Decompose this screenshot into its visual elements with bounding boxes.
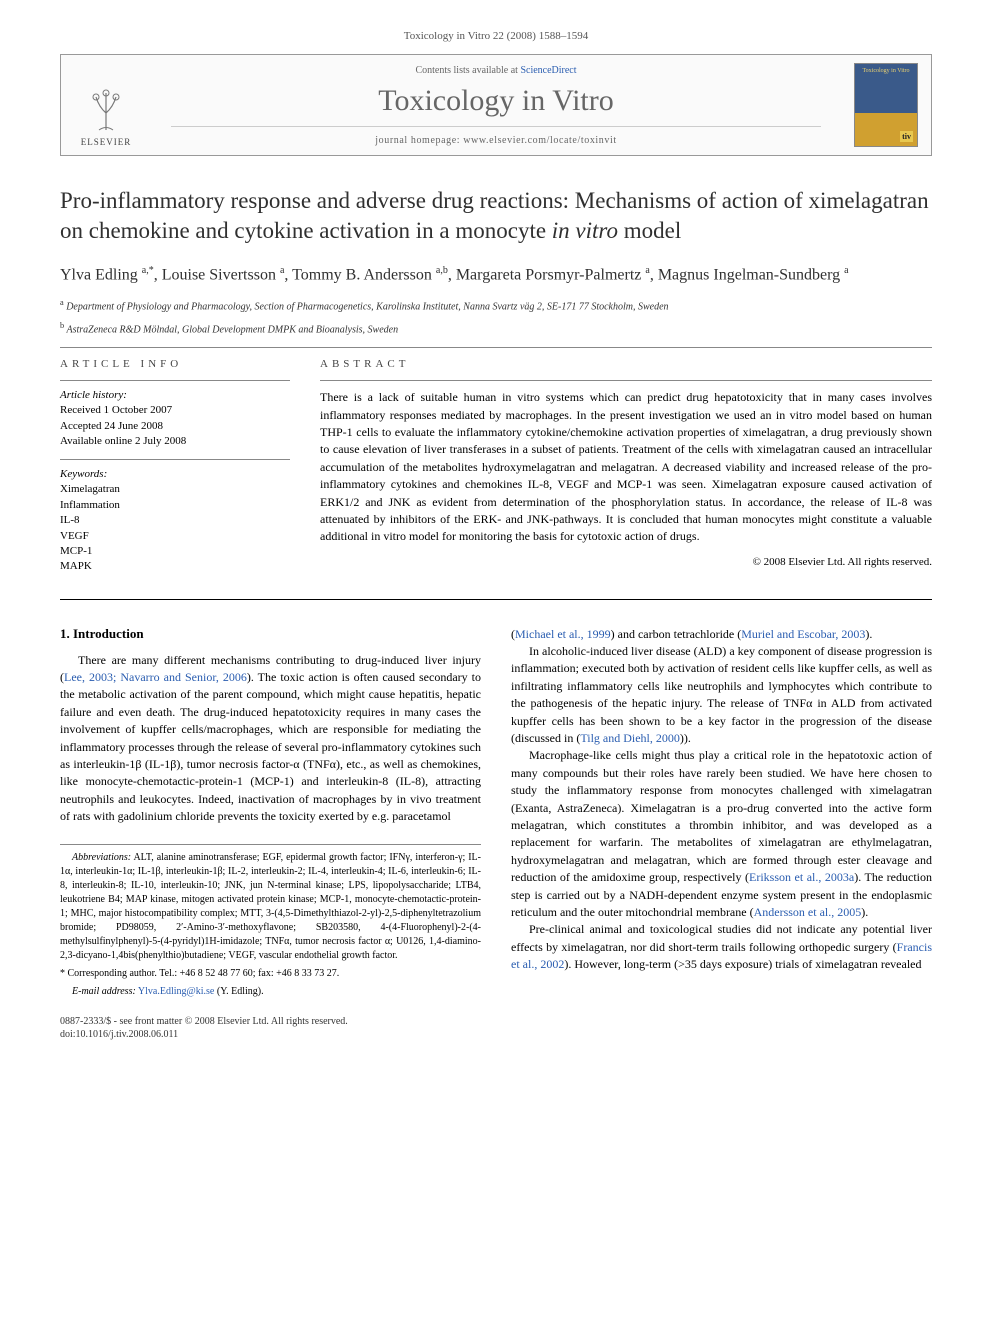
email-link[interactable]: Ylva.Edling@ki.se xyxy=(136,986,215,997)
contents-prefix: Contents lists available at xyxy=(415,65,520,76)
info-divider xyxy=(60,459,290,460)
paragraph: Macrophage-like cells might thus play a … xyxy=(511,747,932,921)
publisher-block: ELSEVIER xyxy=(61,55,151,155)
journal-banner: ELSEVIER Contents lists available at Sci… xyxy=(60,54,932,156)
footnotes: Abbreviations: ALT, alanine aminotransfe… xyxy=(60,844,481,999)
email-label: E-mail address: xyxy=(72,986,136,997)
journal-cover-thumbnail: Toxicology in Vitro tiv xyxy=(854,63,918,147)
citation-link[interactable]: Andersson et al., 2005 xyxy=(754,905,862,919)
citation-link[interactable]: Muriel and Escobar, 2003 xyxy=(741,627,865,641)
abstract-copyright: © 2008 Elsevier Ltd. All rights reserved… xyxy=(320,556,932,568)
journal-name: Toxicology in Vitro xyxy=(151,84,841,118)
email-tail: (Y. Edling). xyxy=(214,986,263,997)
page: Toxicology in Vitro 22 (2008) 1588–1594 … xyxy=(0,0,992,1081)
banner-center: Contents lists available at ScienceDirec… xyxy=(151,55,841,155)
keyword: VEGF xyxy=(60,529,290,544)
corr-label: * Corresponding author. xyxy=(60,968,157,979)
sciencedirect-link[interactable]: ScienceDirect xyxy=(520,65,576,76)
keyword: IL-8 xyxy=(60,513,290,528)
history-line: Received 1 October 2007 xyxy=(60,403,290,418)
bottom-meta: 0887-2333/$ - see front matter © 2008 El… xyxy=(60,1015,481,1041)
affiliations: a Department of Physiology and Pharmacol… xyxy=(60,297,932,338)
keywords-label: Keywords: xyxy=(60,468,290,480)
title-italic: in vitro xyxy=(552,218,618,243)
article-title: Pro-inflammatory response and adverse dr… xyxy=(60,186,932,246)
text: In alcoholic-induced liver disease (ALD)… xyxy=(511,644,932,745)
corr-text: Tel.: +46 8 52 48 77 60; fax: +46 8 33 7… xyxy=(157,968,339,979)
history-label: Article history: xyxy=(60,389,290,401)
text: Macrophage-like cells might thus play a … xyxy=(511,748,932,884)
cover-thumbnail-wrap: Toxicology in Vitro tiv xyxy=(841,55,931,155)
abstract-head: ABSTRACT xyxy=(320,358,932,370)
history-lines: Received 1 October 2007Accepted 24 June … xyxy=(60,403,290,449)
publisher-name: ELSEVIER xyxy=(81,137,132,147)
history-line: Available online 2 July 2008 xyxy=(60,434,290,449)
cover-title: Toxicology in Vitro xyxy=(855,68,917,74)
info-divider xyxy=(60,380,290,381)
abstract-text: There is a lack of suitable human in vit… xyxy=(320,389,932,546)
homepage-prefix: journal homepage: xyxy=(375,135,463,146)
text: ) and carbon tetrachloride ( xyxy=(611,627,742,641)
text: ). xyxy=(861,905,868,919)
abbrev-text: ALT, alanine aminotransferase; EGF, epid… xyxy=(60,852,481,961)
column-left: 1. Introduction There are many different… xyxy=(60,626,481,1041)
doi-line: doi:10.1016/j.tiv.2008.06.011 xyxy=(60,1028,481,1041)
keyword: Ximelagatran xyxy=(60,482,290,497)
abstract-column: ABSTRACT There is a lack of suitable hum… xyxy=(320,358,932,575)
affiliation-line: b AstraZeneca R&D Mölndal, Global Develo… xyxy=(60,320,932,337)
abstract-divider xyxy=(320,380,932,381)
citation-link[interactable]: Michael et al., 1999 xyxy=(515,627,611,641)
cover-badge: tiv xyxy=(900,131,913,142)
authors-line: Ylva Edling a,*, Louise Sivertsson a, To… xyxy=(60,264,932,287)
article-info-head: ARTICLE INFO xyxy=(60,358,290,370)
keyword: MCP-1 xyxy=(60,544,290,559)
text: Pre-clinical animal and toxicological st… xyxy=(511,922,932,953)
citation-link[interactable]: Eriksson et al., 2003a xyxy=(749,870,854,884)
article-info: ARTICLE INFO Article history: Received 1… xyxy=(60,358,290,575)
text: ). The toxic action is often caused seco… xyxy=(60,670,481,823)
citation-link[interactable]: Tilg and Diehl, 2000 xyxy=(580,731,680,745)
journal-homepage-line: journal homepage: www.elsevier.com/locat… xyxy=(171,126,821,146)
citation-link[interactable]: Lee, 2003; Navarro and Senior, 2006 xyxy=(64,670,247,684)
paragraph: There are many different mechanisms cont… xyxy=(60,652,481,826)
email-footnote: E-mail address: Ylva.Edling@ki.se (Y. Ed… xyxy=(60,985,481,999)
elsevier-tree-icon xyxy=(81,85,131,135)
title-part-b: model xyxy=(618,218,681,243)
paragraph: In alcoholic-induced liver disease (ALD)… xyxy=(511,643,932,747)
body-columns: 1. Introduction There are many different… xyxy=(60,626,932,1041)
abbreviations-footnote: Abbreviations: ALT, alanine aminotransfe… xyxy=(60,851,481,963)
info-abstract-row: ARTICLE INFO Article history: Received 1… xyxy=(60,358,932,575)
homepage-url[interactable]: www.elsevier.com/locate/toxinvit xyxy=(463,135,617,146)
keywords-list: XimelagatranInflammationIL-8VEGFMCP-1MAP… xyxy=(60,482,290,574)
paragraph-continuation: (Michael et al., 1999) and carbon tetrac… xyxy=(511,626,932,643)
section-divider xyxy=(60,599,932,600)
keyword: MAPK xyxy=(60,559,290,574)
keyword: Inflammation xyxy=(60,498,290,513)
divider xyxy=(60,347,932,348)
abbrev-label: Abbreviations: xyxy=(72,852,131,863)
corresponding-author-footnote: * Corresponding author. Tel.: +46 8 52 4… xyxy=(60,967,481,981)
title-part-a: Pro-inflammatory response and adverse dr… xyxy=(60,188,929,243)
section-heading: 1. Introduction xyxy=(60,626,481,642)
paragraph: Pre-clinical animal and toxicological st… xyxy=(511,921,932,973)
text: ). However, long-term (>35 days exposure… xyxy=(564,957,921,971)
text: ). xyxy=(865,627,872,641)
column-right: (Michael et al., 1999) and carbon tetrac… xyxy=(511,626,932,1041)
issn-line: 0887-2333/$ - see front matter © 2008 El… xyxy=(60,1015,481,1028)
history-line: Accepted 24 June 2008 xyxy=(60,419,290,434)
text: )). xyxy=(680,731,691,745)
running-head: Toxicology in Vitro 22 (2008) 1588–1594 xyxy=(60,30,932,42)
affiliation-line: a Department of Physiology and Pharmacol… xyxy=(60,297,932,314)
contents-available-line: Contents lists available at ScienceDirec… xyxy=(151,65,841,76)
